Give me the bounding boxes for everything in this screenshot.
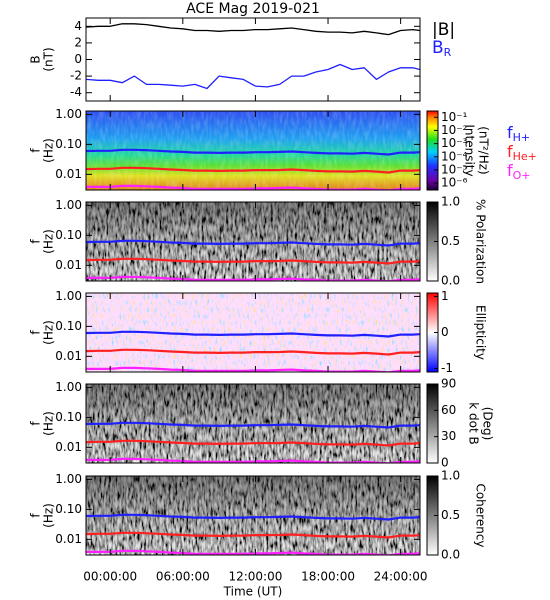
colorbar-tick-label: 10⁻⁶ — [441, 176, 468, 190]
x-tick-label: 18:00:00 — [301, 570, 355, 584]
x-tick-label: 00:00:00 — [83, 570, 137, 584]
panel — [86, 111, 420, 190]
y-tick-label: 1.00 — [55, 289, 82, 303]
colorbar-tick-label: 10⁻⁴ — [441, 149, 468, 163]
colorbar — [426, 110, 439, 191]
legend-entry: fHe+ — [507, 142, 537, 164]
data-line — [86, 531, 420, 539]
y-axis-label: f — [29, 513, 43, 518]
colorbar-tick-label: 10⁻¹ — [441, 110, 468, 124]
y-axis-label: f — [29, 330, 43, 335]
colorbar-label: k dot B — [467, 402, 481, 444]
colorbar-tick-label: 0 — [441, 325, 449, 339]
legend-entry: BR — [432, 38, 452, 59]
data-line — [86, 148, 420, 156]
y-axis-label: (Hz) — [42, 229, 56, 254]
panel-frame — [85, 201, 421, 282]
y-tick-label: 0.10 — [55, 410, 82, 424]
colorbar-tick-label: 10⁻³ — [441, 136, 468, 150]
colorbar-label: Coherency — [474, 483, 488, 547]
data-line — [86, 166, 420, 174]
data-line — [86, 239, 420, 247]
panel-frame — [85, 475, 421, 556]
colorbar-tick-label: 1 — [441, 289, 449, 303]
y-tick-label: 0 — [74, 52, 82, 66]
y-tick-label: 1.00 — [55, 198, 82, 212]
y-tick-label: 0.10 — [55, 502, 82, 516]
x-tick-label: 12:00:00 — [228, 570, 282, 584]
colorbar-label: % Polarization — [474, 199, 488, 284]
panel — [86, 202, 420, 281]
y-tick-label: 0.01 — [55, 167, 82, 181]
y-tick-label: 0.01 — [55, 532, 82, 546]
y-axis-label: (Hz) — [42, 138, 56, 163]
data-line — [86, 421, 420, 429]
y-tick-label: 4 — [74, 19, 82, 33]
panel — [86, 384, 420, 463]
y-tick-label: -4 — [70, 85, 82, 99]
y-axis-label: f — [29, 421, 43, 426]
x-axis-label: Time (UT) — [223, 585, 283, 599]
panel-frame — [85, 383, 421, 464]
x-tick-label: 24:00:00 — [374, 570, 428, 584]
colorbar — [426, 383, 439, 464]
colorbar-label: (Deg) — [481, 407, 495, 441]
y-tick-label: 0.01 — [55, 258, 82, 272]
data-line — [86, 513, 420, 521]
legend-entry: fH+ — [507, 123, 530, 145]
y-axis-label: (nT) — [42, 47, 56, 71]
data-line — [86, 330, 420, 338]
y-tick-label: 1.00 — [55, 107, 82, 121]
y-axis-label: (Hz) — [42, 320, 56, 345]
panel-frame — [85, 292, 421, 373]
y-tick-label: 1.00 — [55, 472, 82, 486]
y-tick-label: 1.00 — [55, 380, 82, 394]
colorbar-tick-label: 60 — [441, 403, 456, 417]
y-tick-label: 0.01 — [55, 440, 82, 454]
colorbar-label: Intensity — [463, 124, 477, 176]
colorbar-tick-label: 30 — [441, 429, 456, 443]
y-axis-label: f — [29, 239, 43, 244]
colorbar-tick-label: 0.5 — [441, 508, 460, 522]
data-line — [86, 439, 420, 447]
colorbar-label: (nT²/Hz) — [477, 126, 491, 174]
y-axis-label: f — [29, 148, 43, 153]
y-tick-label: 0.10 — [55, 228, 82, 242]
data-line — [86, 348, 420, 356]
colorbar-tick-label: 0 — [441, 456, 449, 470]
colorbar-tick-label: 1.0 — [441, 469, 460, 483]
panel — [86, 23, 420, 90]
colorbar-tick-label: 1.0 — [441, 195, 460, 209]
colorbar-tick-label: 0.0 — [441, 274, 460, 288]
legend-entry: |B| — [432, 20, 455, 40]
y-tick-label: 0.10 — [55, 319, 82, 333]
y-axis-label: (Hz) — [42, 503, 56, 528]
data-line — [86, 63, 420, 90]
y-tick-label: 0.10 — [55, 137, 82, 151]
colorbar-tick-label: 10⁻⁵ — [441, 162, 468, 176]
panel — [86, 476, 420, 555]
y-axis-label: B — [29, 55, 43, 63]
x-tick-label: 06:00:00 — [156, 570, 210, 584]
colorbar-label: Ellipticity — [474, 305, 488, 360]
y-axis-label: (Hz) — [42, 411, 56, 436]
colorbar-tick-label: -1 — [441, 361, 453, 375]
data-line — [86, 257, 420, 265]
colorbar-tick-label: 90 — [441, 377, 456, 391]
colorbar-tick-label: 10⁻² — [441, 123, 468, 137]
data-line — [86, 23, 420, 36]
colorbar-tick-label: 0.0 — [441, 548, 460, 562]
y-tick-label: -2 — [70, 69, 82, 83]
y-tick-label: 0.01 — [55, 349, 82, 363]
panel-frame — [85, 17, 421, 102]
panel — [86, 293, 420, 372]
legend-entry: fO+ — [507, 161, 531, 183]
chart-title: ACE Mag 2019-021 — [186, 1, 320, 17]
y-tick-label: 2 — [74, 35, 82, 49]
colorbar-tick-label: 0.5 — [441, 234, 460, 248]
panel-frame — [85, 110, 421, 191]
